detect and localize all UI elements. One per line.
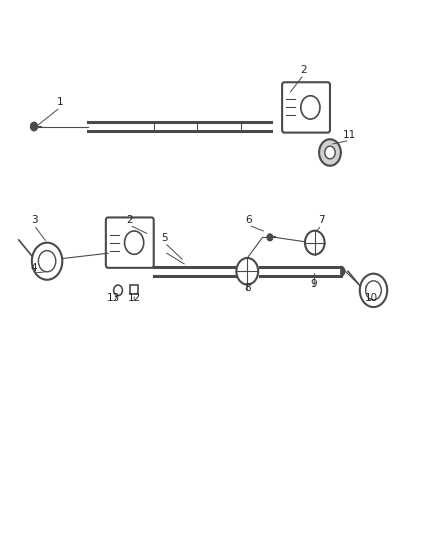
Circle shape — [301, 96, 320, 119]
FancyBboxPatch shape — [282, 82, 330, 133]
Bar — [130, 285, 138, 294]
Circle shape — [319, 139, 341, 166]
Circle shape — [267, 234, 273, 241]
Circle shape — [360, 273, 387, 307]
Text: 7: 7 — [318, 215, 325, 225]
Text: 2: 2 — [300, 64, 307, 75]
Circle shape — [124, 231, 144, 254]
Text: 2: 2 — [127, 215, 133, 225]
Circle shape — [114, 285, 122, 296]
Text: 9: 9 — [311, 279, 317, 289]
Text: 3: 3 — [31, 215, 37, 225]
Text: 6: 6 — [245, 215, 252, 225]
Text: 1: 1 — [57, 98, 64, 108]
Circle shape — [366, 281, 381, 300]
Text: 12: 12 — [127, 293, 141, 303]
Circle shape — [237, 258, 258, 285]
Text: 4: 4 — [31, 263, 37, 273]
Circle shape — [39, 251, 56, 272]
Text: 11: 11 — [343, 130, 356, 140]
Circle shape — [325, 146, 335, 159]
Polygon shape — [341, 266, 345, 276]
Circle shape — [305, 231, 325, 255]
Text: 8: 8 — [244, 283, 251, 293]
Text: 13: 13 — [107, 293, 120, 303]
Circle shape — [31, 122, 38, 131]
FancyBboxPatch shape — [106, 217, 154, 268]
Text: 10: 10 — [365, 293, 378, 303]
Circle shape — [32, 243, 62, 280]
Text: 5: 5 — [161, 232, 168, 243]
